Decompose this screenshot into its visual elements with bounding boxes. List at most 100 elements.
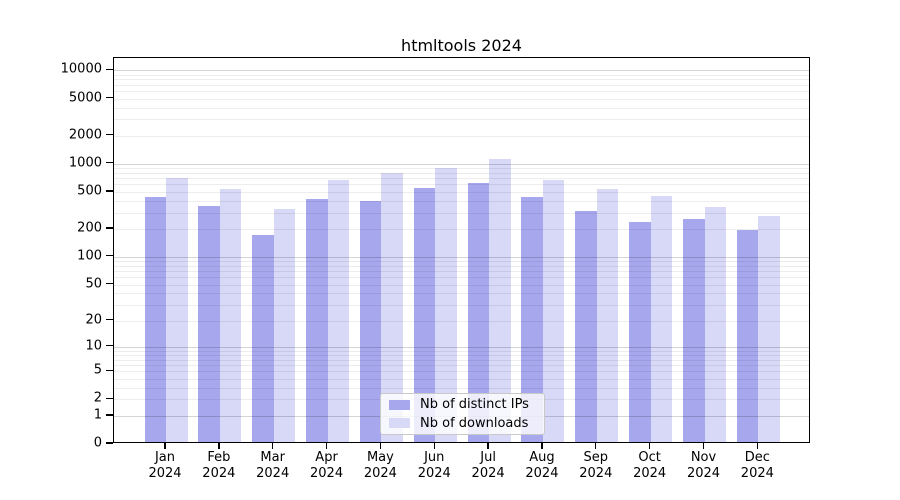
x-tick (648, 443, 651, 449)
minor-gridline (114, 265, 809, 267)
bar-downloads-jul (489, 159, 511, 442)
y-tick-label: 2 (93, 390, 102, 406)
minor-gridline (114, 277, 809, 279)
x-tick-label-line: 2024 (310, 466, 344, 481)
bar-distinct-ips-aug (521, 196, 543, 442)
y-tick (106, 318, 113, 321)
x-tick-label-apr: Apr 2024 (295, 450, 359, 482)
y-tick (106, 397, 113, 400)
x-tick-label-line: 2024 (363, 466, 397, 481)
minor-gridline (114, 304, 809, 306)
minor-gridline (114, 191, 809, 193)
minor-gridline (114, 359, 809, 361)
y-tick-label: 2000 (68, 127, 102, 143)
minor-gridline (114, 284, 809, 286)
bar-distinct-ips-dec (736, 230, 759, 442)
x-tick-label-line: Apr (315, 450, 338, 465)
x-tick (595, 443, 597, 449)
y-tick-label: 500 (77, 183, 102, 199)
x-tick-label-line: 2024 (471, 466, 505, 481)
y-tick-label: 5000 (68, 90, 102, 105)
x-tick-label-line: 2024 (202, 466, 236, 481)
bar-downloads-aug (542, 180, 565, 442)
bar-downloads-oct (650, 196, 673, 442)
y-tick-label: 1 (93, 407, 102, 423)
bar-downloads-jun (435, 167, 457, 442)
x-tick (218, 443, 220, 449)
y-tick-label: 0 (93, 435, 102, 451)
y-tick (106, 96, 113, 99)
bar-downloads-mar (273, 209, 296, 442)
y-tick (106, 442, 113, 444)
minor-gridline (114, 184, 809, 186)
minor-gridline (114, 98, 809, 100)
chart-title: htmltools 2024 (401, 36, 522, 55)
x-tick-label-line: 2024 (148, 466, 182, 481)
minor-gridline (114, 119, 809, 121)
x-tick-label-line: Sep (583, 450, 609, 465)
x-tick-label-line: 2024 (256, 466, 290, 481)
x-tick-label-line: 2024 (525, 466, 559, 481)
y-tick (106, 369, 113, 371)
minor-gridline (114, 271, 809, 273)
y-tick (106, 133, 113, 136)
minor-gridline (114, 178, 809, 180)
minor-gridline (114, 320, 809, 322)
x-tick-label-line: 2024 (579, 466, 613, 481)
x-tick (433, 443, 435, 449)
bar-downloads-apr (327, 180, 350, 442)
minor-gridline (114, 74, 809, 76)
legend-item: Nb of downloads (389, 416, 536, 432)
major-gridline (114, 256, 809, 258)
bar-distinct-ips-jun (413, 187, 436, 442)
x-tick (379, 443, 382, 449)
x-tick (325, 443, 328, 449)
x-tick-label-line: Aug (529, 450, 555, 465)
y-tick-label: 100 (77, 248, 102, 264)
x-tick-label-aug: Aug 2024 (510, 450, 574, 482)
legend-swatch-downloads (389, 418, 410, 429)
x-tick-label-line: Jan (154, 450, 176, 465)
minor-gridline (114, 350, 809, 352)
x-tick-label-jun: Jun 2024 (402, 450, 466, 482)
plot-area (113, 57, 810, 443)
y-tick-label: 5 (93, 362, 102, 378)
bar-downloads-jan (166, 178, 188, 442)
bar-downloads-may (381, 173, 403, 442)
minor-gridline (114, 79, 809, 81)
x-tick (702, 443, 705, 449)
x-tick-label-may: May 2024 (348, 450, 412, 482)
x-tick-label-line: 2024 (686, 466, 721, 481)
x-tick-label-nov: Nov 2024 (672, 450, 736, 482)
bar-distinct-ips-oct (629, 221, 651, 442)
minor-gridline (114, 84, 809, 86)
bar-downloads-sep (596, 189, 619, 442)
x-tick (541, 443, 543, 449)
minor-gridline (114, 387, 809, 389)
minor-gridline (114, 371, 809, 373)
y-tick (106, 190, 113, 192)
y-tick (106, 68, 113, 71)
minor-gridline (114, 378, 809, 380)
minor-gridline (114, 293, 809, 295)
x-tick-label-line: Jun (424, 450, 445, 465)
x-tick-label-line: 2024 (633, 466, 667, 481)
x-tick-label-mar: Mar 2024 (241, 450, 305, 482)
minor-gridline (114, 135, 809, 137)
y-tick-label: 50 (85, 276, 102, 291)
x-tick-label-dec: Dec 2024 (725, 450, 789, 482)
bar-distinct-ips-mar (252, 234, 274, 442)
x-tick-label-jul: Jul 2024 (456, 450, 520, 482)
x-tick-label-line: Oct (638, 450, 661, 465)
x-tick-label-feb: Feb 2024 (187, 450, 251, 482)
legend-item: Nb of distinct IPs (389, 397, 536, 413)
x-tick (164, 443, 166, 449)
bar-distinct-ips-apr (306, 199, 328, 442)
y-tick-label: 20 (85, 312, 102, 327)
y-tick (106, 162, 113, 164)
bar-downloads-dec (758, 215, 780, 442)
bar-distinct-ips-feb (198, 206, 220, 442)
minor-gridline (114, 354, 809, 356)
x-tick (487, 443, 489, 449)
